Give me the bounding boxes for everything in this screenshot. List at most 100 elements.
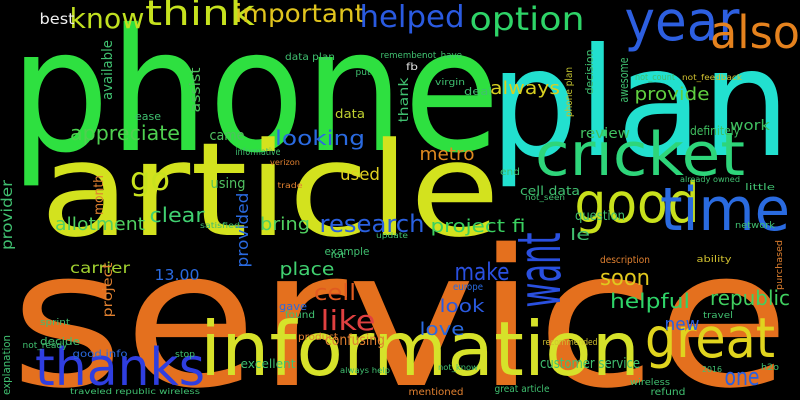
word: travel (703, 311, 733, 321)
word: new (665, 314, 700, 335)
word: excellent (241, 357, 296, 371)
word: also (710, 6, 800, 59)
word: not_have (422, 51, 462, 61)
word: know (70, 2, 145, 35)
word: place (280, 259, 335, 280)
word: sprint (40, 318, 71, 328)
word: plan (490, 17, 790, 191)
word: look (440, 296, 486, 317)
word: remember (381, 51, 426, 61)
word: cell data (520, 184, 580, 198)
word: want (505, 233, 575, 308)
word: phone (10, 0, 500, 191)
word: question (575, 209, 625, 224)
word: clear (150, 203, 206, 227)
word: satisfied (200, 221, 240, 230)
word: update (376, 231, 408, 240)
word: 13.00 (155, 266, 200, 284)
word: soon (600, 266, 650, 291)
word: not_feedback (682, 73, 742, 82)
word: good (575, 171, 700, 235)
word: end (500, 167, 520, 178)
word: recommended (543, 338, 598, 348)
word: review (580, 126, 630, 142)
word: le (570, 225, 590, 244)
word: helped (360, 0, 465, 35)
word: data (335, 107, 365, 121)
word: verizon (270, 158, 300, 167)
word: one (725, 363, 760, 391)
word: always help (340, 366, 390, 375)
word: refund (651, 387, 686, 398)
word: go (130, 160, 170, 198)
word: allotment (55, 214, 145, 235)
word: gave (279, 300, 307, 313)
word: looking (275, 126, 365, 150)
word: h2o (761, 363, 780, 373)
word: put (356, 68, 371, 78)
word: customer service (540, 356, 640, 372)
word: already owned (680, 175, 740, 184)
word: ease (135, 110, 161, 123)
word: using (211, 176, 246, 192)
word: cell (314, 281, 356, 306)
word: cricket (535, 120, 745, 190)
word: not_know (438, 363, 478, 372)
word: not_ready (22, 341, 68, 351)
word: fb (406, 62, 418, 73)
word: confusing (325, 331, 385, 349)
word: time (660, 175, 790, 245)
word: lot (331, 251, 346, 260)
word: deal (464, 85, 492, 98)
word: available (100, 40, 116, 100)
word: bring (260, 214, 310, 235)
word: stop (175, 350, 195, 360)
word: trade (278, 181, 303, 190)
word: thank (397, 77, 412, 123)
word: best (40, 10, 75, 28)
word: virgin (435, 78, 465, 88)
word: found (285, 310, 315, 321)
word: service (10, 209, 790, 400)
word: example (325, 245, 370, 258)
word: ability (697, 255, 733, 265)
word: awesome (617, 58, 631, 103)
word: mentioned (409, 387, 464, 398)
word: work (730, 118, 771, 134)
word: used (340, 165, 380, 185)
word: great (645, 306, 775, 370)
word: republic (710, 286, 790, 310)
word: traveled republic wireless (70, 387, 200, 396)
word: helpful (610, 289, 690, 313)
word: decision (583, 49, 596, 94)
word: research (320, 210, 425, 238)
word: make (455, 258, 510, 286)
word: wireless (630, 378, 670, 388)
word: think (145, 0, 256, 34)
word: purchased (775, 240, 785, 290)
word: provide (635, 84, 710, 105)
word: love (420, 319, 465, 340)
word: definitely (690, 124, 740, 138)
word: important (235, 0, 365, 28)
word: year (625, 0, 740, 53)
word: provider (0, 179, 16, 250)
word: provided (233, 193, 252, 268)
word: explanation (0, 335, 13, 395)
word: europe (453, 282, 483, 293)
word: assist (188, 67, 204, 113)
word: information (200, 305, 640, 393)
word: appreciate (70, 121, 180, 145)
word: project fi (431, 216, 526, 237)
word: carrier (70, 259, 131, 277)
word: data plan (285, 52, 335, 63)
word: like (321, 304, 376, 337)
word: informative (236, 147, 281, 158)
word: not_count (635, 73, 675, 83)
word: great article (495, 384, 550, 395)
word: month (92, 175, 107, 215)
word: thanks (35, 338, 205, 398)
word: metro (420, 144, 475, 165)
